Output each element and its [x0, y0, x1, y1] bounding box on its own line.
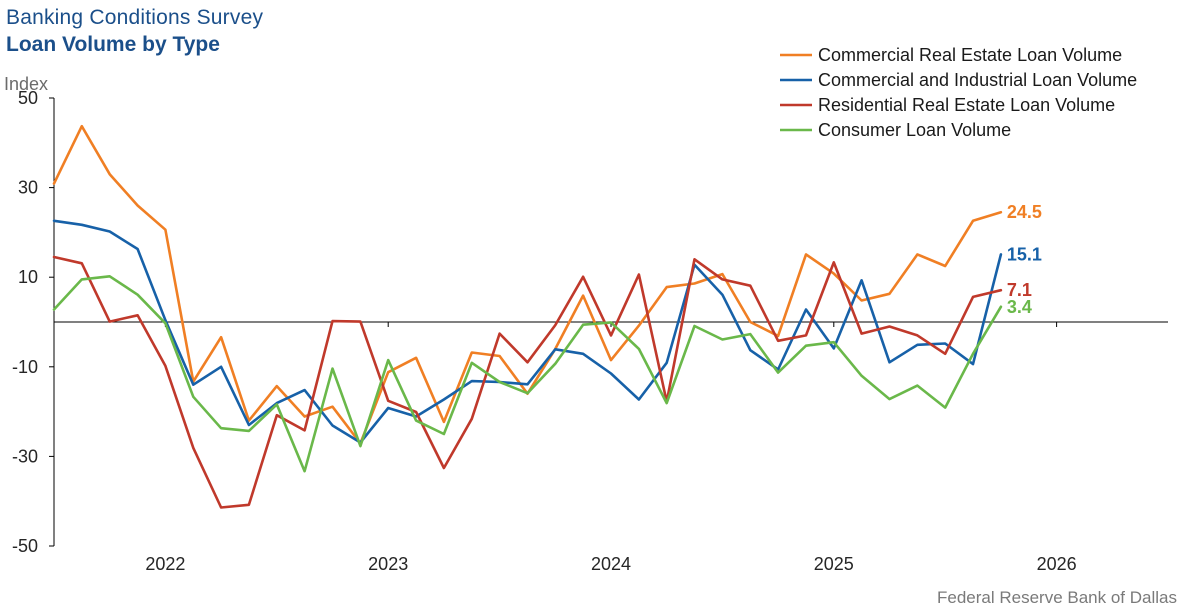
y-tick-label: 30 — [18, 178, 38, 198]
series-end-label: 7.1 — [1007, 280, 1032, 300]
chart-subtitle: Loan Volume by Type — [6, 33, 220, 56]
legend: Commercial Real Estate Loan Volume Commer… — [780, 45, 1137, 140]
legend-label: Commercial Real Estate Loan Volume — [818, 45, 1122, 65]
series-end-label: 24.5 — [1007, 202, 1042, 222]
y-axis-title: Index — [4, 74, 48, 94]
legend-label: Commercial and Industrial Loan Volume — [818, 70, 1137, 90]
axes: -50 -30 -10 10 30 50 2022 2023 2024 2025 2026 — [12, 88, 1168, 574]
y-tick-label: -50 — [12, 536, 38, 556]
y-tick-label: -30 — [12, 446, 38, 466]
chart-title: Banking Conditions Survey — [6, 6, 264, 29]
y-tick-label: 10 — [18, 267, 38, 287]
legend-label: Residential Real Estate Loan Volume — [818, 95, 1115, 115]
legend-label: Consumer Loan Volume — [818, 120, 1011, 140]
series-line — [52, 219, 1003, 444]
source-credit: Federal Reserve Bank of Dallas — [936, 588, 1177, 607]
x-tick-label: 2026 — [1037, 554, 1077, 574]
y-tick-label: -10 — [12, 357, 38, 377]
end-labels: 24.5 15.1 7.13.4 — [1007, 202, 1042, 317]
x-tick-label: 2022 — [145, 554, 185, 574]
x-tick-label: 2023 — [368, 554, 408, 574]
series-end-label: 3.4 — [1007, 297, 1032, 317]
series-line — [52, 255, 1003, 509]
y-tick-label: 50 — [18, 88, 38, 108]
x-tick-label: 2024 — [591, 554, 631, 574]
series-end-label: 15.1 — [1007, 244, 1042, 264]
series-layer — [52, 124, 1003, 509]
series-line — [52, 274, 1003, 473]
x-tick-label: 2025 — [814, 554, 854, 574]
